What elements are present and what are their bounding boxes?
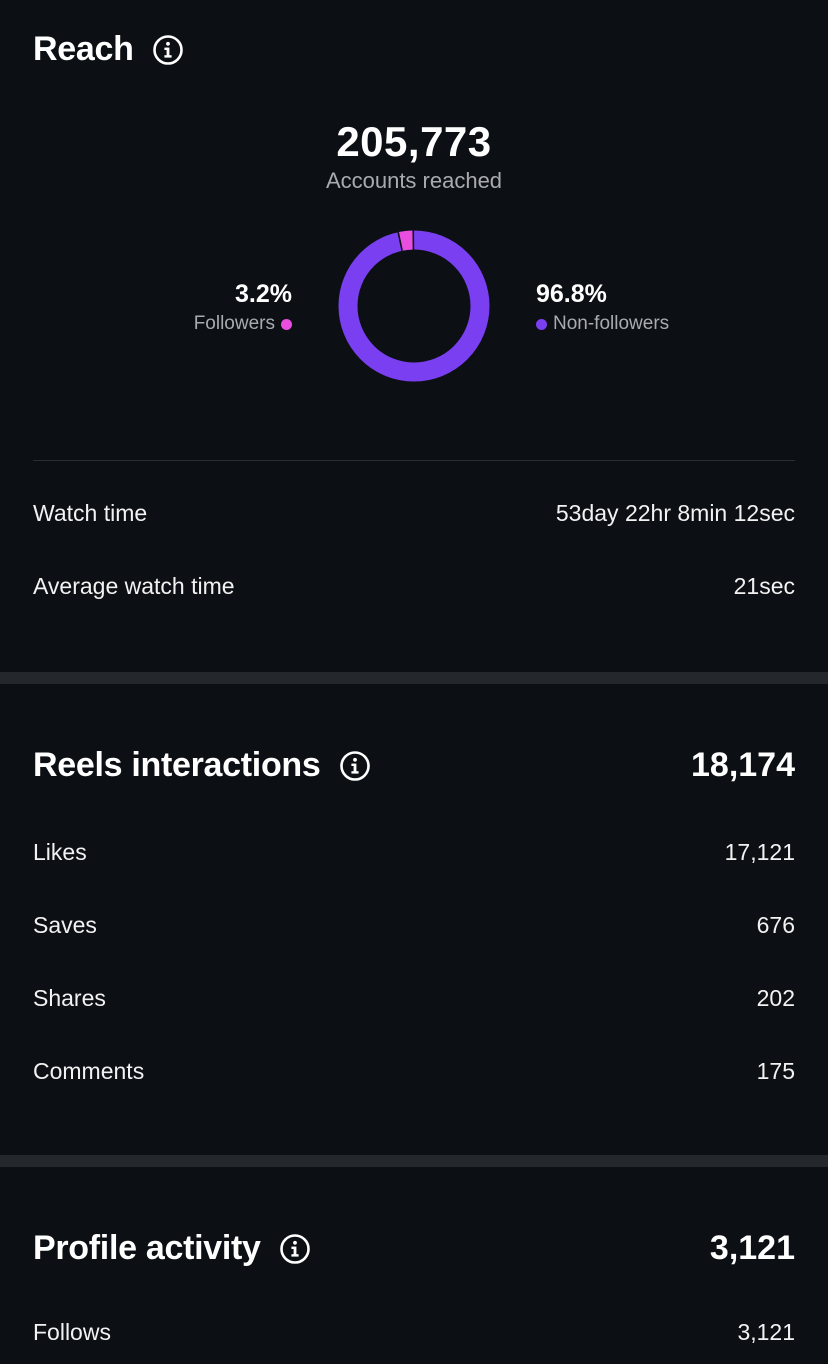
average-watch-time-label: Average watch time [33,573,235,599]
followers-legend: 3.2% Followers [194,280,292,335]
section-divider [0,1155,828,1167]
follows-row: Follows 3,121 [0,1319,828,1346]
profile-activity-header: Profile activity 3,121 [0,1229,828,1268]
follows-value: 3,121 [737,1319,795,1345]
profile-activity-total: 3,121 [709,1229,795,1267]
watch-time-value: 53day 22hr 8min 12sec [555,500,795,526]
reach-header: Reach [33,30,184,69]
shares-row: Shares 202 [0,985,828,1012]
followers-dot-icon [281,318,292,330]
comments-value: 175 [756,1058,795,1084]
profile-activity-section: Profile activity 3,121 Follows 3,121 [0,1167,828,1364]
reach-section: Reach 205,773 Accounts reached 3.2% Foll… [0,0,828,672]
reels-interactions-total: 18,174 [691,746,795,784]
likes-value: 17,121 [724,839,795,865]
profile-activity-title: Profile activity [33,1229,261,1267]
followers-percent: 3.2% [235,280,292,308]
shares-value: 202 [756,985,795,1011]
saves-value: 676 [756,912,795,938]
non-followers-percent: 96.8% [536,280,607,308]
reels-interactions-section: Reels interactions 18,174 Likes 17,121 S… [0,684,828,1155]
non-followers-legend-label-row: Non-followers [536,313,669,335]
followers-legend-label-row: Followers [194,313,292,335]
section-divider [0,672,828,684]
info-icon[interactable] [152,34,184,66]
non-followers-legend: 96.8% Non-followers [536,280,669,335]
reach-title: Reach [33,30,134,68]
follows-label: Follows [33,1319,111,1345]
donut-separator [397,232,403,251]
likes-label: Likes [33,839,87,865]
reach-divider [33,460,795,461]
donut-followers-arc [398,230,414,251]
non-followers-label: Non-followers [553,313,670,334]
average-watch-time-value: 21sec [733,573,795,599]
info-icon[interactable] [339,750,371,782]
non-followers-dot-icon [536,318,547,330]
saves-label: Saves [33,912,97,938]
average-watch-time-row: Average watch time 21sec [0,573,828,600]
reach-donut-chart [338,230,490,382]
accounts-reached-value: 205,773 [336,118,492,165]
reels-interactions-title: Reels interactions [33,746,321,784]
likes-row: Likes 17,121 [0,839,828,866]
watch-time-label: Watch time [33,500,148,526]
saves-row: Saves 676 [0,912,828,939]
donut-nonfollowers-ring [338,230,490,382]
shares-label: Shares [33,985,106,1011]
followers-label: Followers [193,313,275,334]
accounts-reached-label: Accounts reached [325,168,503,193]
reels-interactions-title-wrap: Reels interactions [33,746,371,785]
info-icon[interactable] [279,1233,311,1265]
watch-time-row: Watch time 53day 22hr 8min 12sec [0,500,828,527]
reels-interactions-header: Reels interactions 18,174 [0,746,828,785]
comments-label: Comments [33,1058,145,1084]
comments-row: Comments 175 [0,1058,828,1085]
accounts-reached-block: 205,773 Accounts reached [0,118,828,194]
profile-activity-title-wrap: Profile activity [33,1229,311,1268]
